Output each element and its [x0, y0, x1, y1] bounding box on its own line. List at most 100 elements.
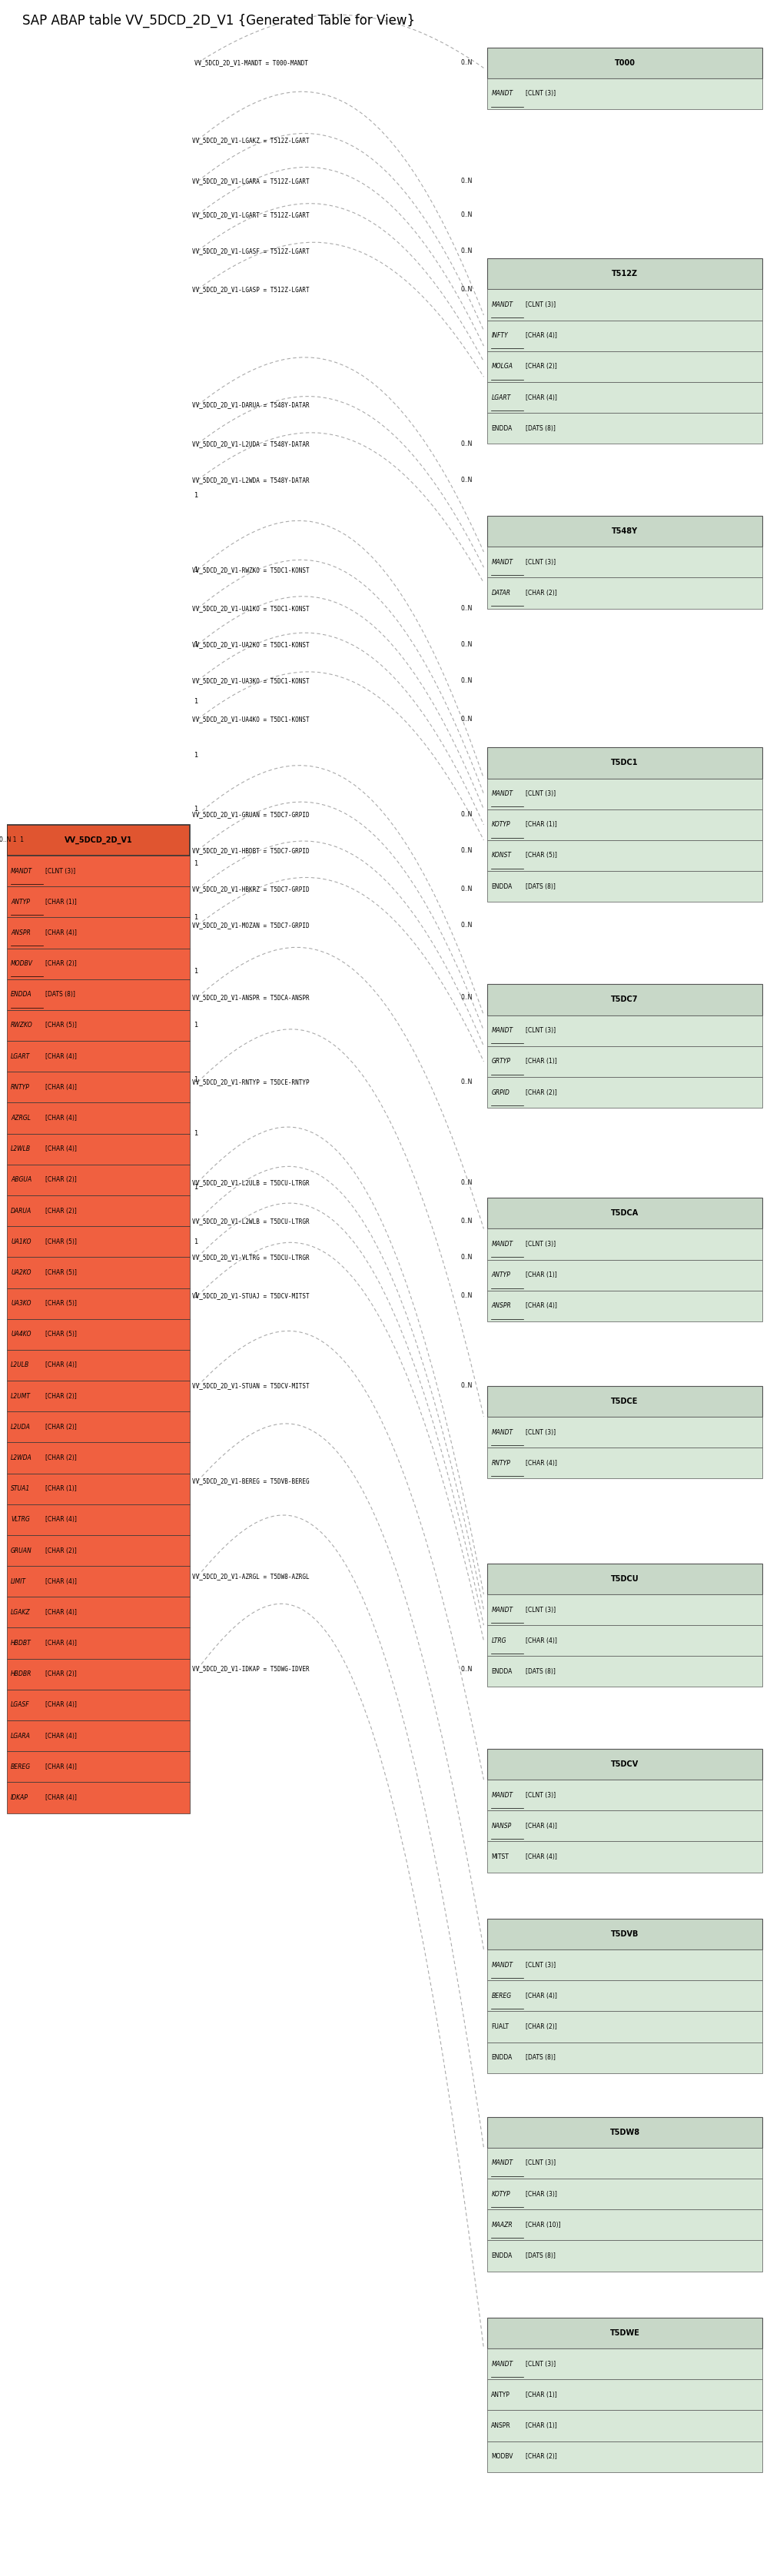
FancyBboxPatch shape	[487, 1919, 762, 1950]
Text: ENDDA: ENDDA	[490, 2251, 512, 2259]
Text: T5DVB: T5DVB	[610, 1929, 638, 1937]
Text: T5DC7: T5DC7	[611, 997, 638, 1005]
FancyBboxPatch shape	[487, 1564, 762, 1595]
FancyBboxPatch shape	[487, 747, 762, 778]
FancyBboxPatch shape	[487, 1595, 762, 1625]
Text: 0..N: 0..N	[460, 1218, 472, 1224]
Text: T5DCU: T5DCU	[610, 1574, 638, 1582]
Text: [CHAR (4)]: [CHAR (4)]	[45, 1579, 76, 1584]
FancyBboxPatch shape	[7, 1041, 190, 1072]
Text: MANDT: MANDT	[490, 791, 512, 799]
Text: GRUAN: GRUAN	[11, 1548, 32, 1553]
Text: 1: 1	[194, 641, 198, 649]
FancyBboxPatch shape	[487, 258, 762, 289]
FancyBboxPatch shape	[7, 1226, 190, 1257]
FancyBboxPatch shape	[487, 319, 762, 350]
Text: VV_5DCD_2D_V1-RWZKO = T5DC1-KONST: VV_5DCD_2D_V1-RWZKO = T5DC1-KONST	[192, 567, 310, 574]
Text: T548Y: T548Y	[611, 528, 638, 536]
FancyBboxPatch shape	[7, 1412, 190, 1443]
Text: L2WDA: L2WDA	[11, 1455, 32, 1461]
Text: [CHAR (2)]: [CHAR (2)]	[45, 1177, 76, 1182]
Text: [CLNT (3)]: [CLNT (3)]	[45, 868, 75, 873]
Text: LGASF: LGASF	[11, 1703, 30, 1708]
Text: [CHAR (2)]: [CHAR (2)]	[45, 1548, 76, 1553]
Text: GRPID: GRPID	[490, 1090, 509, 1095]
Text: 0..N: 0..N	[460, 811, 472, 817]
Text: MANDT: MANDT	[490, 1790, 512, 1798]
Text: [CHAR (5)]: [CHAR (5)]	[45, 1239, 76, 1244]
FancyBboxPatch shape	[7, 1072, 190, 1103]
Text: 0..N: 0..N	[460, 247, 472, 255]
Text: LTRG: LTRG	[490, 1638, 506, 1643]
Text: 1: 1	[194, 1185, 198, 1190]
Text: [CLNT (3)]: [CLNT (3)]	[525, 1430, 555, 1435]
Text: VV_5DCD_2D_V1-STUAJ = T5DCV-MITST: VV_5DCD_2D_V1-STUAJ = T5DCV-MITST	[192, 1293, 310, 1298]
FancyBboxPatch shape	[487, 2179, 762, 2210]
Text: 0..N: 0..N	[460, 440, 472, 448]
FancyBboxPatch shape	[7, 1350, 190, 1381]
FancyBboxPatch shape	[487, 1229, 762, 1260]
Text: VV_5DCD_2D_V1-LGASF = T512Z-LGART: VV_5DCD_2D_V1-LGASF = T512Z-LGART	[192, 247, 310, 255]
FancyBboxPatch shape	[487, 871, 762, 902]
FancyBboxPatch shape	[487, 546, 762, 577]
Text: 0..N: 0..N	[460, 605, 472, 613]
FancyBboxPatch shape	[487, 1077, 762, 1108]
FancyBboxPatch shape	[487, 809, 762, 840]
Text: [CHAR (2)]: [CHAR (2)]	[525, 363, 557, 371]
Text: VV_5DCD_2D_V1-RNTYP = T5DCE-RNTYP: VV_5DCD_2D_V1-RNTYP = T5DCE-RNTYP	[192, 1079, 310, 1084]
Text: MITST: MITST	[490, 1852, 508, 1860]
Text: VV_5DCD_2D_V1-DARUA = T548Y-DATAR: VV_5DCD_2D_V1-DARUA = T548Y-DATAR	[192, 402, 310, 410]
Text: VV_5DCD_2D_V1-L2WDA = T548Y-DATAR: VV_5DCD_2D_V1-L2WDA = T548Y-DATAR	[192, 477, 310, 484]
FancyBboxPatch shape	[7, 824, 190, 855]
Text: VV_5DCD_2D_V1-UA4KO = T5DC1-KONST: VV_5DCD_2D_V1-UA4KO = T5DC1-KONST	[192, 716, 310, 724]
Text: [CHAR (1)]: [CHAR (1)]	[45, 899, 76, 904]
Text: RNTYP: RNTYP	[490, 1461, 510, 1466]
Text: [CHAR (2)]: [CHAR (2)]	[45, 1208, 76, 1213]
Text: 0..N: 0..N	[460, 178, 472, 185]
Text: [CHAR (1)]: [CHAR (1)]	[45, 1486, 76, 1492]
FancyBboxPatch shape	[487, 1448, 762, 1479]
FancyBboxPatch shape	[7, 1381, 190, 1412]
Text: [CHAR (4)]: [CHAR (4)]	[45, 1146, 76, 1151]
Text: VV_5DCD_2D_V1-HBDBT = T5DC7-GRPID: VV_5DCD_2D_V1-HBDBT = T5DC7-GRPID	[192, 848, 310, 853]
Text: [CHAR (2)]: [CHAR (2)]	[45, 1672, 76, 1677]
Text: KOTYP: KOTYP	[490, 822, 510, 827]
Text: [CHAR (4)]: [CHAR (4)]	[525, 332, 557, 340]
FancyBboxPatch shape	[7, 1164, 190, 1195]
FancyBboxPatch shape	[487, 1950, 762, 1981]
FancyBboxPatch shape	[487, 1656, 762, 1687]
FancyBboxPatch shape	[487, 2318, 762, 2349]
Text: T000: T000	[614, 59, 634, 67]
Text: KOTYP: KOTYP	[490, 2190, 510, 2197]
Text: 1: 1	[194, 1131, 198, 1136]
Text: FUALT: FUALT	[490, 2022, 508, 2030]
Text: T5DCA: T5DCA	[611, 1211, 638, 1218]
Text: 0..N: 0..N	[460, 1079, 472, 1084]
Text: [CLNT (3)]: [CLNT (3)]	[525, 90, 555, 98]
Text: 0..N: 0..N	[460, 677, 472, 685]
Text: [CHAR (4)]: [CHAR (4)]	[45, 1703, 76, 1708]
FancyBboxPatch shape	[487, 984, 762, 1015]
Text: ANTYP: ANTYP	[490, 2391, 510, 2398]
Text: UA3KO: UA3KO	[11, 1301, 32, 1306]
Text: UA4KO: UA4KO	[11, 1332, 32, 1337]
Text: [DATS (8)]: [DATS (8)]	[525, 2053, 555, 2061]
FancyBboxPatch shape	[7, 855, 190, 886]
Text: VV_5DCD_2D_V1-GRUAN = T5DC7-GRPID: VV_5DCD_2D_V1-GRUAN = T5DC7-GRPID	[192, 811, 310, 817]
FancyBboxPatch shape	[7, 1659, 190, 1690]
Text: MANDT: MANDT	[490, 1960, 512, 1968]
Text: VV_5DCD_2D_V1-LGASP = T512Z-LGART: VV_5DCD_2D_V1-LGASP = T512Z-LGART	[192, 286, 310, 294]
Text: 0..N: 0..N	[460, 59, 472, 67]
Text: [CLNT (3)]: [CLNT (3)]	[525, 1790, 555, 1798]
Text: 0..N: 0..N	[460, 641, 472, 649]
FancyBboxPatch shape	[487, 778, 762, 809]
Text: STUA1: STUA1	[11, 1486, 30, 1492]
FancyBboxPatch shape	[7, 1752, 190, 1783]
Text: VV_5DCD_2D_V1-VLTRG = T5DCU-LTRGR: VV_5DCD_2D_V1-VLTRG = T5DCU-LTRGR	[192, 1255, 310, 1260]
Text: LGARA: LGARA	[11, 1734, 31, 1739]
Text: T5DCE: T5DCE	[611, 1396, 638, 1404]
Text: VV_5DCD_2D_V1-IDKAP = T5DWG-IDVER: VV_5DCD_2D_V1-IDKAP = T5DWG-IDVER	[192, 1667, 310, 1672]
FancyBboxPatch shape	[7, 1628, 190, 1659]
Text: [CHAR (5)]: [CHAR (5)]	[45, 1270, 76, 1275]
FancyBboxPatch shape	[7, 1288, 190, 1319]
